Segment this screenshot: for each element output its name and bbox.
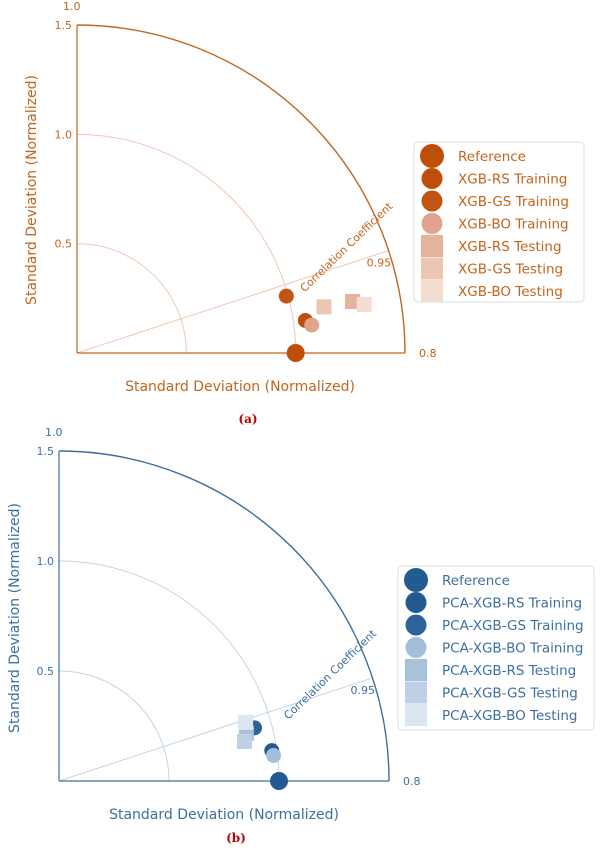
std-grid-arc bbox=[76, 133, 297, 354]
data-point-xgb-rs-testing bbox=[345, 294, 361, 310]
std-tick-label: 1.5 bbox=[55, 19, 73, 32]
legend-marker-square bbox=[405, 659, 427, 681]
corr-tick-label: 0.8 bbox=[419, 347, 437, 360]
std-tick-label: 1.0 bbox=[37, 555, 55, 568]
legend-box bbox=[413, 141, 585, 303]
legend-marker-square bbox=[421, 235, 443, 257]
legend-marker-circle bbox=[420, 144, 444, 168]
legend: Reference PCA-XGB-RS Training PCA-XGB-GS T… bbox=[397, 565, 595, 731]
panel-label: (a) bbox=[238, 412, 257, 426]
outer-arc-axis bbox=[58, 450, 390, 782]
legend-marker-square bbox=[421, 257, 443, 280]
legend-marker-circle bbox=[421, 168, 443, 189]
legend-marker-circle bbox=[421, 190, 443, 212]
x-axis-title: Standard Deviation (Normalized) bbox=[109, 807, 339, 823]
legend-label: PCA-XGB-BO Testing bbox=[442, 708, 577, 724]
correlation-grid-line bbox=[58, 677, 373, 782]
corr-tick-label: 0.8 bbox=[403, 775, 421, 788]
legend: Reference XGB-RS Training XGB-GS Training X… bbox=[413, 141, 585, 303]
data-point-xgb-gs-training bbox=[278, 288, 294, 304]
legend-marker-square bbox=[405, 704, 427, 726]
legend-label: XGB-RS Training bbox=[458, 172, 567, 188]
correlation-axis-title: Correlation Coefficient bbox=[281, 627, 379, 722]
std-tick-label: 1.0 bbox=[55, 128, 73, 141]
data-point-reference bbox=[270, 772, 288, 790]
corr-tick-label: 0.95 bbox=[367, 257, 392, 270]
legend-label: Reference bbox=[442, 573, 510, 589]
legend-label: PCA-XGB-RS Training bbox=[442, 596, 582, 612]
corr-tick-label: 0.95 bbox=[351, 684, 376, 697]
legend-label: PCA-XGB-BO Training bbox=[442, 641, 583, 657]
taylor-diagram-panel-b: 0.5 1.0 1.5 1.0 0.95 0.8 Correlation Coefficie… bbox=[7, 426, 595, 823]
taylor-diagram-panel-a: 0.5 1.0 1.5 1.0 0.95 0.8 Correlation Coefficie… bbox=[24, 0, 585, 395]
legend-marker-circle bbox=[405, 592, 427, 613]
legend-label: PCA-XGB-GS Testing bbox=[442, 686, 578, 702]
legend-box bbox=[397, 565, 595, 731]
data-point-pca-xgb-gs-testing bbox=[236, 733, 252, 749]
std-tick-label: 0.5 bbox=[55, 238, 73, 251]
panel-label: (b) bbox=[226, 831, 246, 845]
corr-tick-label: 1.0 bbox=[63, 0, 81, 13]
correlation-grid-line bbox=[76, 250, 389, 354]
correlation-axis-title: Correlation Coefficient bbox=[298, 199, 396, 294]
legend-label: XGB-GS Training bbox=[458, 194, 569, 210]
data-point-xgb-bo-training bbox=[304, 317, 320, 333]
data-point-xgb-bo-testing bbox=[356, 296, 372, 312]
std-tick-label: 0.5 bbox=[37, 665, 55, 678]
std-grid-arc bbox=[76, 243, 187, 354]
y-axis-title: Standard Deviation (Normalized) bbox=[24, 75, 40, 305]
std-tick-label: 1.5 bbox=[37, 445, 55, 458]
data-point-xgb-gs-testing bbox=[316, 299, 332, 315]
std-grid-arc bbox=[58, 670, 170, 782]
y-axis-title: Standard Deviation (Normalized) bbox=[7, 503, 23, 733]
legend-marker-circle bbox=[421, 213, 443, 234]
legend-label: XGB-RS Testing bbox=[458, 239, 562, 255]
legend-marker-circle bbox=[405, 637, 427, 658]
x-axis-title: Standard Deviation (Normalized) bbox=[125, 379, 355, 395]
legend-label: PCA-XGB-GS Training bbox=[442, 618, 584, 634]
data-point-reference bbox=[286, 344, 305, 362]
legend-marker-circle bbox=[405, 614, 427, 636]
legend-label: XGB-BO Testing bbox=[458, 284, 563, 300]
outer-arc-axis bbox=[76, 24, 406, 354]
legend-marker-square bbox=[405, 681, 427, 704]
data-point-pca-xgb-bo-training bbox=[266, 747, 282, 763]
legend-label: XGB-GS Testing bbox=[458, 262, 563, 278]
legend-marker-circle bbox=[404, 568, 428, 592]
legend-label: Reference bbox=[458, 149, 526, 165]
legend-marker-square bbox=[421, 280, 443, 302]
std-grid-arc bbox=[58, 560, 280, 782]
legend-label: PCA-XGB-RS Testing bbox=[442, 663, 576, 679]
data-point-pca-xgb-bo-testing bbox=[238, 714, 254, 730]
legend-label: XGB-BO Training bbox=[458, 217, 569, 233]
corr-tick-label: 1.0 bbox=[45, 426, 63, 439]
